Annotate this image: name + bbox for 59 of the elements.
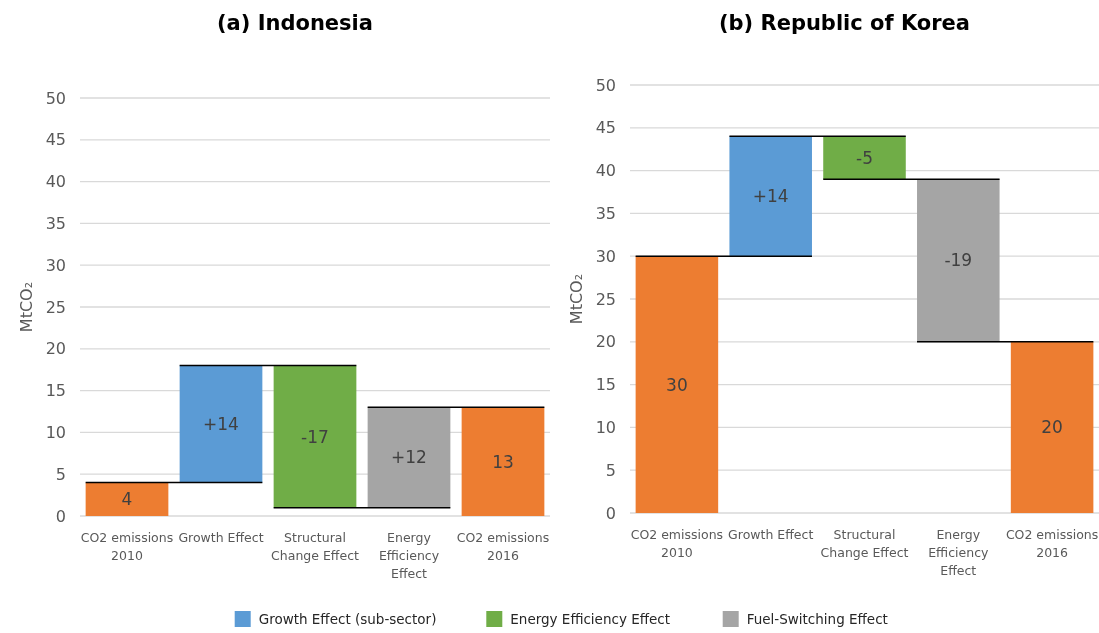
y-tick-label: 50	[45, 88, 66, 108]
bar	[823, 136, 906, 180]
legend-label: Energy Efficiency Effect	[510, 611, 671, 627]
y-axis-title: MtCO₂	[17, 281, 36, 333]
bar	[1010, 341, 1094, 513]
x-tick-label: Energy Efficiency Effect	[378, 530, 440, 581]
bar	[635, 256, 719, 513]
legend-label: Growth Effect (sub-sector)	[258, 611, 437, 627]
y-tick-label: 45	[45, 130, 66, 150]
y-axis-title: MtCO₂	[567, 273, 586, 325]
x-tick-label: Growth Effect	[178, 530, 264, 545]
y-tick-label: 15	[595, 375, 616, 395]
y-tick-label: 0	[55, 506, 66, 526]
x-tick-label: CO2 emissions 2016	[1005, 527, 1099, 560]
y-tick-label: 50	[595, 75, 616, 95]
data-label: -19	[944, 250, 973, 271]
y-tick-label: 40	[595, 161, 616, 181]
legend-label: Fuel-Switching Effect	[746, 611, 888, 627]
data-label: +14	[752, 186, 789, 207]
y-tick-label: 25	[45, 297, 66, 317]
x-tick-label: CO2 emissions 2010	[630, 527, 724, 560]
x-tick-label: Structural Change Effect	[271, 530, 359, 563]
x-tick-label: CO2 emissions 2010	[80, 530, 174, 563]
y-tick-label: 5	[605, 460, 616, 480]
y-tick-label: 45	[595, 118, 616, 138]
y-tick-label: 35	[45, 214, 66, 234]
bar	[85, 482, 169, 516]
y-tick-label: 30	[595, 246, 616, 266]
y-tick-label: 15	[45, 381, 66, 401]
data-label: -17	[301, 426, 329, 447]
x-tick-label: CO2 emissions 2016	[456, 530, 550, 563]
bar	[729, 136, 812, 257]
data-label: +12	[391, 447, 427, 468]
data-label: +14	[203, 414, 239, 435]
chart-title: (b) Republic of Korea	[718, 11, 971, 35]
y-tick-label: 20	[45, 339, 66, 359]
chart-title: (a) Indonesia	[217, 11, 373, 35]
bar	[179, 365, 263, 483]
data-label: 30	[666, 374, 688, 395]
y-tick-label: 25	[595, 289, 616, 309]
y-tick-label: 5	[55, 464, 66, 484]
y-tick-label: 30	[45, 255, 66, 275]
bar	[273, 365, 357, 508]
y-tick-label: 10	[45, 423, 66, 443]
y-tick-label: 10	[595, 418, 616, 438]
x-tick-label: Growth Effect	[728, 527, 814, 542]
data-label: 13	[492, 451, 514, 472]
bar	[917, 179, 1000, 342]
y-tick-label: 20	[595, 332, 616, 352]
data-label: 4	[121, 489, 133, 510]
bar	[367, 407, 451, 508]
data-label: -5	[856, 147, 873, 168]
y-tick-label: 40	[45, 172, 66, 192]
y-tick-label: 35	[595, 204, 616, 224]
x-tick-label: Energy Efficiency Effect	[928, 527, 989, 578]
data-label: 20	[1041, 417, 1063, 438]
bar	[461, 407, 545, 516]
y-tick-label: 0	[605, 503, 616, 523]
x-tick-label: Structural Change Effect	[820, 527, 909, 560]
